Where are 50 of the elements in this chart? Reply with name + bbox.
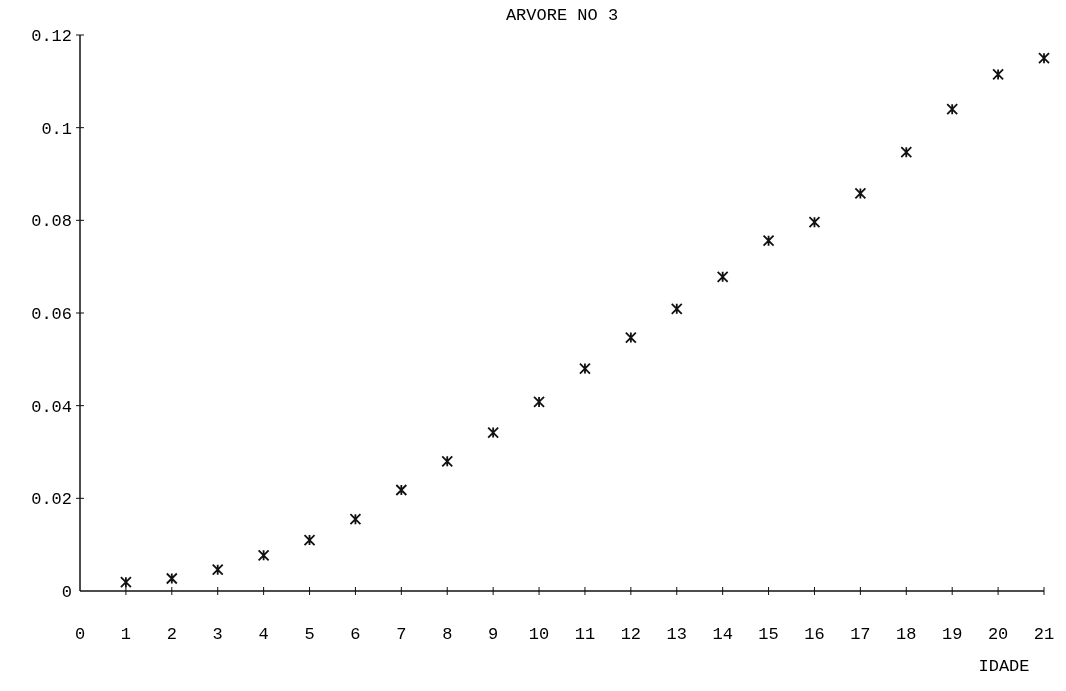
point (762, 234, 775, 247)
point (900, 146, 913, 159)
x-axis-title: IDADE (978, 657, 1030, 676)
x-tick-label: 12 (620, 625, 642, 644)
point (349, 513, 362, 526)
point (670, 302, 683, 315)
point (487, 426, 500, 439)
y-tick-label: 0.08 (31, 212, 72, 232)
point (946, 103, 959, 116)
point (257, 549, 270, 562)
point (808, 216, 821, 229)
x-tick-label: 19 (941, 625, 963, 644)
x-tick-label: 18 (896, 625, 917, 644)
point (441, 455, 454, 468)
x-tick-label: 6 (350, 625, 361, 644)
x-tick-label: 8 (442, 625, 453, 644)
x-tick-label: 4 (258, 625, 269, 644)
y-tick-label: 0 (61, 583, 72, 602)
point (211, 563, 224, 576)
x-tick-label: 21 (1033, 625, 1055, 644)
x-tick-label: 14 (712, 625, 733, 644)
x-tick-label: 10 (528, 625, 550, 644)
x-tick-label: 15 (758, 625, 779, 644)
y-tick-label: 0.1 (41, 119, 72, 139)
point (1038, 52, 1050, 65)
point (992, 68, 1004, 81)
y-tick-label: 0.04 (31, 397, 72, 417)
x-tick-label: 7 (396, 625, 407, 644)
point (533, 396, 545, 408)
point (854, 187, 867, 200)
x-tick-label: 16 (804, 625, 825, 644)
y-tick-label: 0.06 (31, 305, 72, 324)
point (716, 270, 729, 283)
point (624, 331, 637, 344)
x-tick-label: 9 (488, 625, 499, 644)
x-tick-label: 5 (304, 625, 315, 644)
x-tick-label: 17 (850, 625, 871, 644)
x-tick-label: 3 (212, 625, 223, 644)
x-tick-label: 2 (166, 625, 177, 644)
x-tick-label: 1 (120, 625, 132, 644)
point (579, 362, 591, 375)
point (303, 534, 316, 546)
y-tick-label: 0.12 (31, 27, 72, 46)
x-tick-label: 20 (987, 625, 1009, 644)
point (395, 484, 408, 496)
x-tick-label: 11 (574, 625, 596, 644)
x-tick-label: 0 (74, 625, 86, 644)
x-tick-label: 13 (666, 625, 687, 644)
y-tick-label: 0.02 (31, 490, 72, 510)
chart-title: ARVORE NO 3 (505, 6, 619, 25)
